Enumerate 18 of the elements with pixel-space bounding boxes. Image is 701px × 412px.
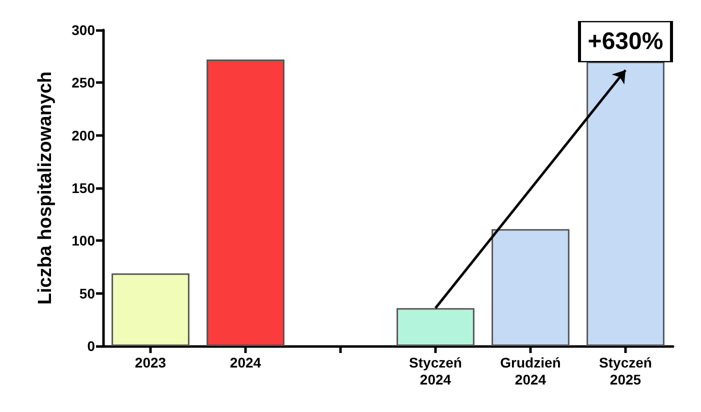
y-tick-label: 200 [72,127,96,144]
y-tick-label: 0 [87,338,96,354]
x-tick-label: Styczeń 2025 [599,354,652,388]
x-tick-label: Grudzień 2024 [500,354,561,388]
annotation: +630% [588,28,664,56]
y-tick-label: 150 [72,180,96,196]
x-tick-label: Styczeń 2024 [409,354,462,388]
bar [492,229,570,346]
bar [112,273,190,346]
y-tick-label: 100 [72,232,96,249]
y-tick-label: 300 [72,22,96,38]
x-tick-label: 2024 [230,354,262,370]
y-tick-label: 50 [79,285,96,302]
bar [206,59,284,346]
bar [396,308,474,346]
y-axis-title: Liczba hospitalizowanych [35,71,56,305]
x-tick-label: 2023 [134,354,166,370]
y-tick-label: 250 [72,74,96,91]
